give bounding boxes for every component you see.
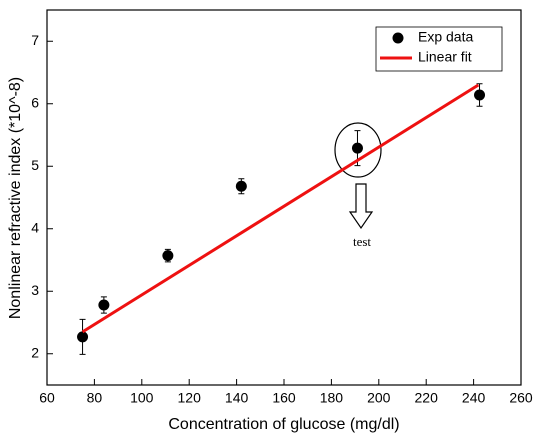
x-tick-label: 160	[272, 390, 296, 406]
highlight-ellipse	[334, 122, 382, 178]
x-tick-label: 180	[320, 390, 344, 406]
y-tick-label: 5	[31, 157, 39, 173]
data-point	[98, 299, 110, 311]
legend-label: Exp data	[418, 29, 473, 45]
x-tick-label: 100	[130, 390, 154, 406]
y-tick-label: 4	[31, 219, 39, 235]
legend-box	[375, 26, 503, 72]
annotation: test	[353, 234, 371, 249]
y-axis-label: Nonlinear refractive index (*10^-8)	[7, 77, 24, 319]
legend-swatch	[392, 32, 404, 44]
data-point	[162, 250, 174, 262]
x-tick-label: 80	[87, 390, 103, 406]
x-tick-label: 240	[462, 390, 486, 406]
legend-label: Linear fit	[418, 49, 472, 65]
fit-line	[81, 83, 480, 334]
y-tick-label: 7	[31, 32, 39, 48]
data-point	[351, 142, 363, 154]
x-tick-label: 260	[509, 390, 533, 406]
x-tick-label: 140	[225, 390, 249, 406]
x-tick-label: 200	[367, 390, 391, 406]
x-tick-label: 220	[415, 390, 439, 406]
data-point	[77, 331, 89, 343]
x-axis-label: Concentration of glucose (mg/dl)	[168, 416, 399, 433]
y-tick-label: 6	[31, 94, 39, 110]
arrow	[348, 183, 374, 230]
x-tick-label: 60	[39, 390, 55, 406]
y-tick-label: 3	[31, 282, 39, 298]
data-point	[235, 180, 247, 192]
data-point	[474, 89, 486, 101]
y-tick-label: 2	[31, 344, 39, 360]
x-tick-label: 120	[178, 390, 202, 406]
